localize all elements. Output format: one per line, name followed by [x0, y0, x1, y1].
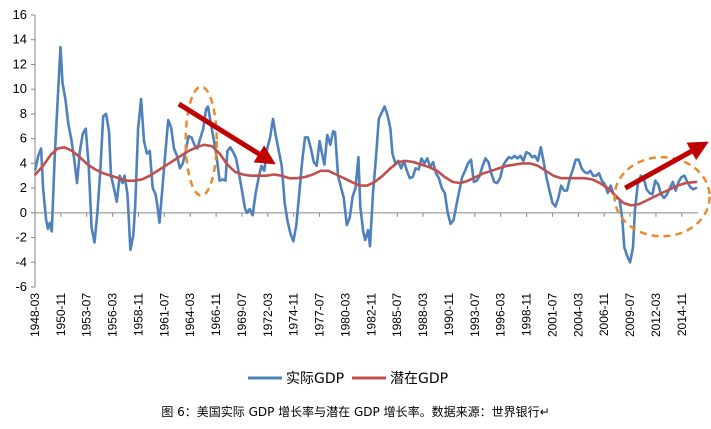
y-tick-label: 0: [20, 205, 27, 220]
x-tick-label: 1990-11: [442, 293, 456, 336]
y-tick-label: 4: [20, 155, 27, 170]
x-tick-label: 1958-11: [131, 293, 145, 336]
legend: 实际GDP 潜在GDP: [248, 371, 448, 387]
x-tick-label: 1980-03: [338, 293, 352, 337]
x-axis-ticks: 1948-03 1950-11 1953-07 1956-03 1958-11 1961-…: [28, 212, 689, 337]
x-tick-label: 1974-11: [287, 293, 301, 336]
x-tick-label: 1996-03: [494, 293, 508, 337]
x-tick-label: 1998-11: [520, 293, 534, 336]
x-tick-label: 1964-03: [183, 293, 197, 337]
highlight-ellipse: [613, 155, 711, 238]
trend-arrow: [177, 101, 276, 165]
y-tick-label: 2: [20, 180, 27, 195]
x-tick-label: 1972-03: [261, 293, 275, 337]
y-tick-label: 10: [13, 81, 27, 96]
y-tick-label: -4: [15, 254, 27, 269]
x-tick-label: 1982-11: [364, 293, 378, 336]
y-tick-label: 6: [20, 131, 27, 146]
legend-label: 实际GDP: [286, 371, 344, 387]
y-tick-label: 16: [13, 7, 27, 22]
x-tick-label: 1966-11: [209, 293, 223, 336]
y-axis-ticks: -6 -4 -2 0 2 4 6 8 10 12 14 16: [13, 7, 35, 294]
x-tick-label: 2006-11: [597, 293, 611, 336]
x-tick-label: 1977-07: [313, 293, 327, 337]
x-tick-label: 1948-03: [28, 293, 42, 337]
y-tick-label: -6: [15, 279, 27, 294]
x-tick-label: 2004-03: [571, 293, 585, 337]
annotations: [177, 85, 711, 238]
x-tick-label: 2009-07: [623, 293, 637, 337]
x-tick-label: 1969-07: [235, 293, 249, 337]
x-tick-label: 1950-11: [54, 293, 68, 336]
series-line-potential-gdp: [34, 143, 698, 207]
x-tick-label: 1956-03: [106, 293, 120, 337]
x-tick-label: 1988-03: [416, 293, 430, 337]
y-tick-label: 8: [20, 106, 27, 121]
figure-caption: 图 6：美国实际 GDP 增长率与潜在 GDP 增长率。数据来源：世界银行↵: [161, 405, 550, 419]
x-tick-label: 1985-07: [390, 293, 404, 337]
x-tick-label: 1961-07: [157, 293, 171, 337]
x-tick-label: 1993-07: [468, 293, 482, 337]
y-tick-label: 14: [13, 32, 27, 47]
series-line-actual-gdp: [34, 45, 698, 264]
series-lines: [34, 45, 698, 264]
x-tick-label: 2012-03: [649, 293, 663, 337]
y-tick-label: 12: [13, 56, 27, 71]
gdp-growth-chart: -6 -4 -2 0 2 4 6 8 10 12 14 16 1948-03 1950-11 1953-0…: [13, 7, 711, 387]
trend-arrow: [624, 141, 709, 191]
highlight-ellipse: [184, 85, 218, 197]
x-tick-label: 1953-07: [80, 293, 94, 337]
legend-label: 潜在GDP: [390, 371, 448, 387]
x-tick-label: 2014-11: [675, 293, 689, 336]
y-tick-label: -2: [15, 230, 27, 245]
x-tick-label: 2001-07: [545, 293, 559, 337]
